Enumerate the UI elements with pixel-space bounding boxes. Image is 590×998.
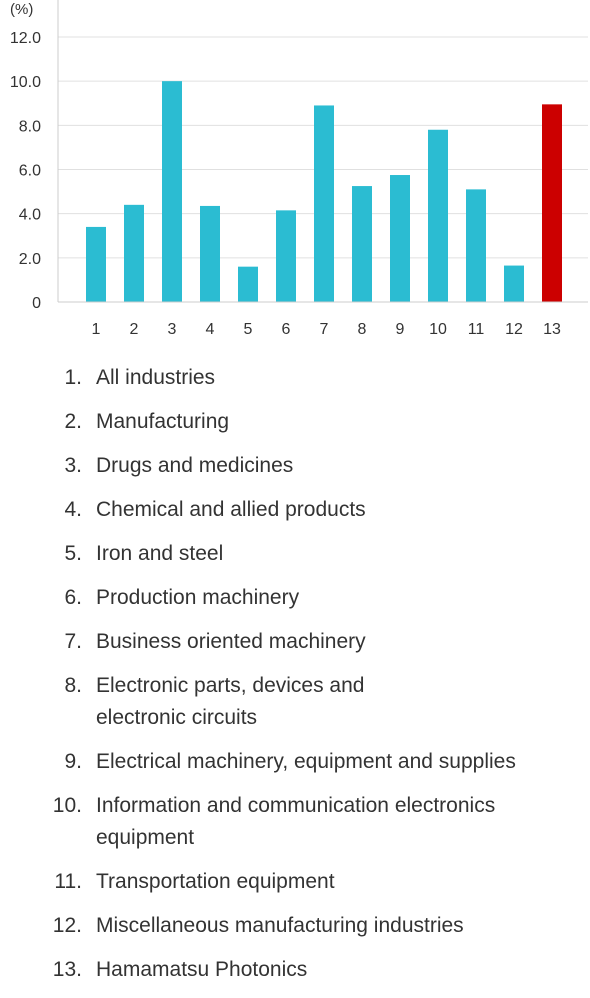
x-tick-label: 3 [168, 321, 177, 338]
legend-item: 13. Hamamatsu Photonics [0, 954, 590, 986]
bar [352, 186, 372, 302]
bar [390, 175, 410, 302]
bar [314, 105, 334, 302]
bar [466, 189, 486, 302]
x-tick-label: 8 [358, 321, 367, 338]
bar [124, 204, 144, 302]
legend-item: 7. Business oriented machinery [0, 626, 590, 658]
legend-item-label: Information and communication electronic… [96, 794, 496, 817]
legend-item-label-line2: electronic circuits [96, 706, 258, 729]
bars [86, 81, 562, 303]
legend-item-label: Hamamatsu Photonics [96, 958, 308, 981]
legend-item-number: 12. [52, 914, 82, 937]
legend-item-label: Production machinery [96, 586, 300, 609]
legend-item: 4. Chemical and allied products [0, 494, 590, 526]
legend-item-label: Transportation equipment [96, 870, 335, 893]
category-legend: 1. All industries 2. Manufacturing 3. Drugs… [0, 362, 590, 998]
legend-item-label-line2: equipment [96, 826, 195, 849]
legend-item-number: 11. [54, 870, 82, 893]
x-tick-label: 13 [543, 321, 561, 338]
legend-item-label: All industries [96, 366, 216, 389]
x-tick-label: 1 [92, 321, 101, 338]
y-tick-label: 2.0 [19, 251, 41, 268]
legend-item-number: 3. [64, 454, 82, 477]
legend-item: 3. Drugs and medicines [0, 450, 590, 482]
y-axis-ticks: 0 2.0 4.0 6.0 8.0 10.0 12.0 [10, 30, 41, 312]
bar [238, 266, 258, 302]
legend-item-label: Electrical machinery, equipment and supp… [96, 750, 516, 773]
bar [86, 226, 106, 302]
bar-chart: 02.04.06.08.010.012.0 1 2 3 4 5 6 7 8 9 10 11 12 13 … [10, 0, 588, 338]
legend-item-label: Miscellaneous manufacturing industries [96, 914, 464, 937]
bar [428, 129, 448, 302]
x-tick-label: 2 [130, 321, 139, 338]
x-tick-label: 12 [505, 321, 523, 338]
bar [200, 205, 220, 302]
bar [276, 210, 296, 302]
legend-item-number: 8. [64, 674, 82, 697]
y-tick-label: 8.0 [19, 118, 41, 135]
legend-item-number: 13. [52, 958, 82, 981]
legend-item: 11. Transportation equipment [0, 866, 590, 898]
legend-item: 6. Production machinery [0, 582, 590, 614]
legend-item-label: Manufacturing [96, 410, 230, 433]
legend-item-number: 1. [64, 366, 82, 389]
y-tick-label: 10.0 [10, 74, 41, 91]
x-tick-label: 10 [429, 321, 447, 338]
legend-item-number: 6. [64, 586, 82, 609]
legend-item: 2. Manufacturing [0, 406, 590, 438]
legend-item-number: 10. [52, 794, 82, 817]
legend-item: 1. All industries [0, 362, 590, 394]
legend-item-label: Business oriented machinery [96, 630, 366, 653]
y-tick-label: 6.0 [19, 163, 41, 180]
y-tick-label: 4.0 [19, 207, 41, 224]
y-tick-label: 12.0 [10, 30, 41, 47]
x-axis-ticks: 1 2 3 4 5 6 7 8 9 10 11 12 13 [92, 321, 561, 338]
legend-item: 5. Iron and steel [0, 538, 590, 570]
legend-item-number: 7. [64, 630, 82, 653]
y-tick-label: 0 [32, 295, 41, 312]
legend-item-number: 2. [64, 410, 82, 433]
bar [162, 81, 182, 303]
legend-item-label: Drugs and medicines [96, 454, 294, 477]
x-tick-label: 11 [468, 321, 485, 338]
x-tick-label: 7 [320, 321, 329, 338]
legend-item: 9. Electrical machinery, equipment and su… [0, 746, 590, 778]
bar-highlight [542, 104, 562, 303]
legend-item: 10. Information and communication electro… [0, 790, 590, 854]
y-axis-unit-label: (%) [10, 1, 33, 18]
legend-item-number: 4. [64, 498, 82, 521]
legend-item-label: Chemical and allied products [96, 498, 366, 521]
x-tick-label: 5 [244, 321, 253, 338]
legend-item-number: 9. [64, 750, 82, 773]
legend-item-label: Electronic parts, devices and [96, 674, 365, 697]
bar [504, 265, 524, 302]
legend-item-label: Iron and steel [96, 542, 224, 565]
x-tick-label: 6 [282, 321, 291, 338]
legend-item: 8. Electronic parts, devices and electroni… [0, 670, 590, 734]
x-tick-label: 9 [396, 321, 405, 338]
legend-item: 12. Miscellaneous manufacturing industrie… [0, 910, 590, 942]
x-tick-label: 4 [206, 321, 215, 338]
legend-item-number: 5. [64, 542, 82, 565]
